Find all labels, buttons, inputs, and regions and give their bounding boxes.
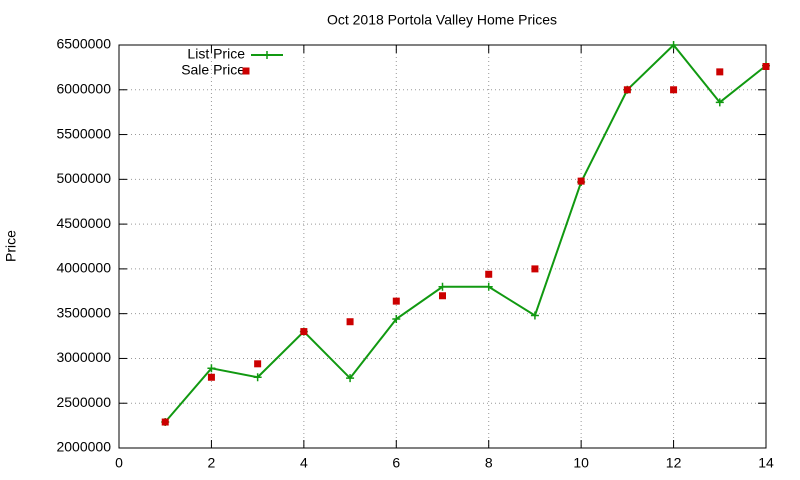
point-marker [670,86,678,94]
point-marker [207,373,215,381]
y-tick-label: 4500000 [56,215,111,231]
y-tick-label: 4000000 [56,260,111,276]
y-tick-label: 3500000 [56,304,111,320]
chart-title: Oct 2018 Portola Valley Home Prices [327,12,557,28]
y-tick-label: 5500000 [56,125,111,141]
x-tick-label: 2 [208,455,216,471]
x-tick-label: 14 [758,455,774,471]
legend-marker [242,67,250,75]
point-marker [530,311,539,320]
point-marker [346,374,355,383]
legend-label: Sale Price [181,62,245,78]
y-tick-label: 5000000 [56,170,111,186]
x-tick-label: 8 [485,455,493,471]
x-tick-label: 6 [392,455,400,471]
y-tick-label: 3000000 [56,349,111,365]
y-tick-label: 2000000 [56,439,111,455]
legend-marker [263,51,271,59]
point-marker [669,41,678,49]
point-marker [623,86,631,94]
y-tick-label: 6000000 [56,80,111,96]
point-marker [716,68,724,76]
x-tick-label: 0 [115,455,123,471]
y-tick-label: 6500000 [56,36,111,52]
x-tick-label: 12 [666,455,682,471]
point-marker [485,270,493,278]
point-marker [392,297,400,305]
x-tick-label: 10 [573,455,589,471]
y-tick-label: 2500000 [56,394,111,410]
point-marker [161,418,169,426]
y-axis-label: Price [3,230,19,262]
point-marker [438,282,447,291]
point-marker [577,177,585,185]
point-marker [531,265,539,273]
point-marker [207,364,216,373]
point-marker [254,360,262,368]
point-marker [346,318,354,326]
point-marker [300,328,308,336]
legend-label: List Price [187,46,245,62]
point-marker [439,292,446,300]
point-marker [715,98,724,107]
plot-border [118,44,767,449]
point-marker [484,282,493,291]
point-marker [762,62,770,70]
point-marker [253,373,262,382]
x-tick-label: 4 [300,455,308,471]
point-marker [392,315,401,324]
series-line [164,43,767,423]
